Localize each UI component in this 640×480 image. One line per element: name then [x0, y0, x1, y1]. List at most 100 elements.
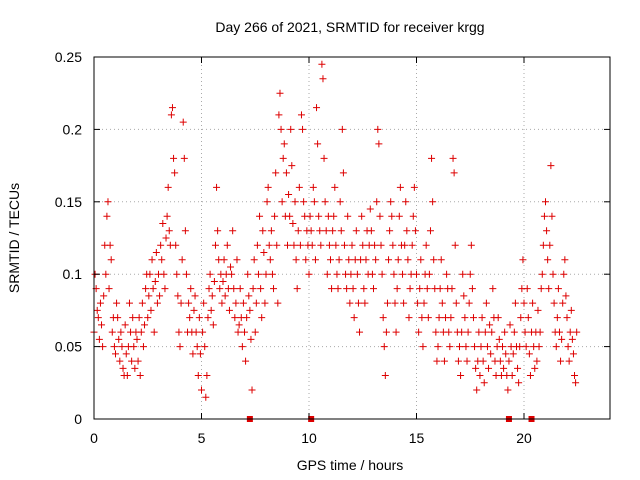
data-point	[141, 321, 149, 329]
data-point	[251, 328, 259, 336]
data-point	[390, 270, 398, 278]
data-point	[213, 183, 221, 191]
data-point	[449, 154, 457, 162]
data-point	[177, 299, 185, 307]
data-point	[379, 314, 387, 322]
data-point	[534, 306, 542, 314]
data-point	[331, 183, 339, 191]
data-point	[446, 343, 454, 351]
data-point	[371, 241, 379, 249]
y-tick-label: 0.1	[63, 266, 83, 282]
y-tick-label: 0.15	[55, 194, 82, 210]
data-point	[516, 343, 524, 351]
data-point	[291, 198, 299, 206]
data-point	[438, 299, 446, 307]
data-point	[271, 212, 279, 220]
data-point	[519, 256, 527, 264]
data-point	[471, 343, 479, 351]
data-point	[511, 299, 519, 307]
data-point	[478, 314, 486, 322]
data-point	[549, 270, 557, 278]
data-point	[462, 343, 470, 351]
data-point	[537, 285, 545, 293]
data-point	[463, 357, 471, 365]
data-point	[506, 321, 514, 329]
data-point	[295, 183, 303, 191]
data-point	[259, 227, 267, 235]
data-point	[454, 357, 462, 365]
data-point	[208, 292, 216, 300]
data-point	[104, 198, 112, 206]
data-point	[293, 285, 301, 293]
x-axis-label: GPS time / hours	[297, 457, 404, 473]
data-point	[533, 357, 541, 365]
data-point	[514, 364, 522, 372]
data-point	[560, 270, 568, 278]
data-point	[189, 350, 197, 358]
data-point	[550, 299, 558, 307]
data-point	[425, 270, 433, 278]
data-point	[239, 299, 247, 307]
data-point	[128, 357, 136, 365]
data-point	[94, 314, 102, 322]
data-point	[468, 285, 476, 293]
data-point	[234, 328, 242, 336]
data-point	[205, 285, 213, 293]
data-point	[316, 227, 324, 235]
data-point	[552, 343, 560, 351]
data-point	[286, 212, 294, 220]
data-point	[214, 227, 222, 235]
data-point	[413, 270, 420, 278]
data-point	[321, 198, 329, 206]
data-point	[93, 306, 101, 314]
data-point	[370, 285, 377, 293]
data-point	[176, 343, 184, 351]
data-point	[389, 241, 397, 249]
data-point	[160, 270, 168, 278]
data-point	[270, 285, 278, 293]
data-point	[194, 372, 202, 380]
data-point	[517, 314, 525, 322]
data-point	[564, 343, 572, 351]
data-point	[409, 212, 417, 220]
data-point	[261, 299, 269, 307]
data-point	[190, 306, 198, 314]
data-point	[540, 212, 548, 220]
data-point	[171, 169, 179, 177]
data-point	[524, 314, 532, 322]
data-point	[414, 299, 422, 307]
data-point	[196, 350, 204, 358]
data-point	[410, 183, 418, 191]
data-point	[274, 299, 282, 307]
data-point	[569, 350, 577, 358]
data-point	[247, 335, 255, 343]
data-point	[417, 256, 425, 264]
data-point	[473, 386, 481, 394]
data-point	[522, 343, 530, 351]
data-point	[535, 343, 543, 351]
data-point	[262, 270, 270, 278]
data-point	[559, 299, 567, 307]
data-point	[253, 241, 261, 249]
data-point	[95, 335, 103, 343]
y-axis-label: SRMTID / TECUs	[6, 183, 22, 293]
data-point	[347, 270, 355, 278]
data-point	[388, 212, 396, 220]
data-point	[139, 343, 147, 351]
data-point	[243, 314, 251, 322]
x-tick-label: 10	[301, 430, 317, 446]
data-point	[501, 328, 509, 336]
data-point	[252, 299, 260, 307]
data-point	[121, 321, 129, 329]
data-point	[282, 169, 290, 177]
data-point	[436, 285, 444, 293]
data-point	[221, 292, 229, 300]
data-point	[290, 241, 298, 249]
data-point	[526, 372, 534, 380]
data-point	[173, 270, 181, 278]
data-point	[450, 169, 458, 177]
data-point	[123, 372, 131, 380]
data-point	[386, 227, 394, 235]
data-point	[325, 241, 333, 249]
data-point	[345, 256, 353, 264]
